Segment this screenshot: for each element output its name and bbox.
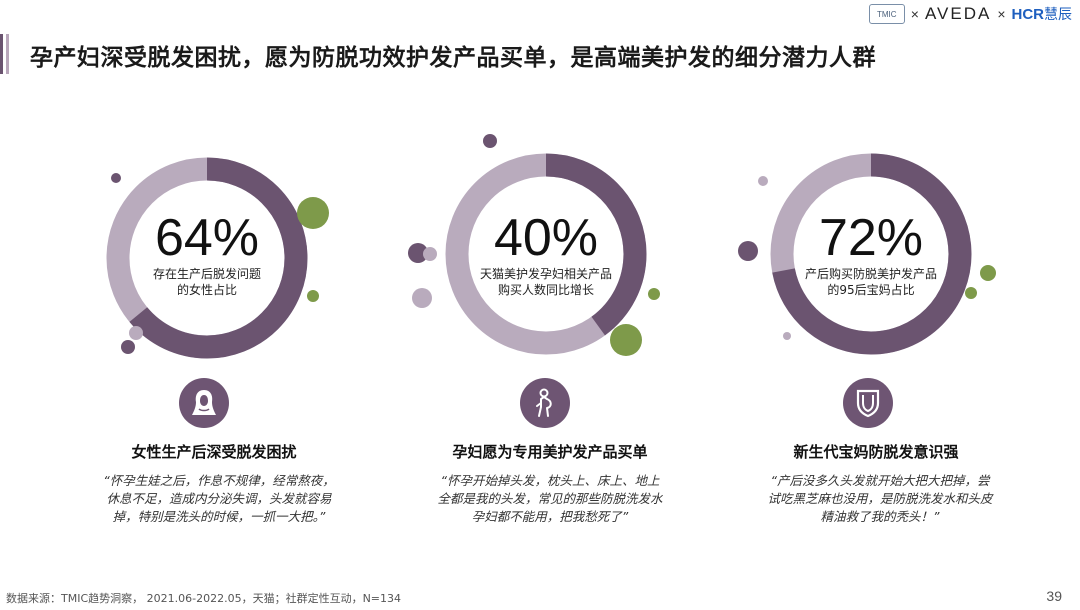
donut-value-arc (445, 153, 647, 355)
quote-line: 掉，特别是洗头的时候，一抓一大把。” (112, 509, 326, 524)
tmic-logo: TMIC (868, 4, 905, 24)
hcr-logo: HCR慧辰 (1012, 4, 1073, 24)
title-accent-bar (0, 34, 10, 74)
decorative-bubble (423, 247, 437, 261)
decorative-bubble (980, 265, 996, 281)
aveda-logo: AVEDA (924, 4, 992, 23)
stat-block-2: 40% 天猫美护发孕妇相关产品 购买人数同比增长 (456, 212, 636, 298)
woman-hair-icon (179, 378, 229, 428)
decorative-bubble (307, 290, 319, 302)
section-heading-3: 新生代宝妈防脱发意识强 (793, 443, 959, 461)
quote-3: “产后没多久头发就开始大把大把掉，尝 试吃黑芝麻也没用，是防脱洗发水和头皮 精油… (735, 472, 1025, 526)
decorative-bubble (121, 340, 135, 354)
quote-line: 全都是我的头发，常见的那些防脱洗发水 (437, 491, 663, 506)
quote-line: “产后没多久头发就开始大把大把掉，尝 (770, 473, 990, 488)
quote-1: “怀孕生娃之后，作息不规律，经常熬夜， 休息不足，造成内分泌失调，头发就容易 掉… (74, 472, 364, 526)
donut-caption-line: 天猫美护发孕妇相关产品 (479, 267, 612, 281)
donut-value-label: 72% (818, 209, 924, 267)
quote-line: 精油救了我的秃头！” (820, 509, 940, 524)
donut-caption: 存在生产后脱发问题 的女性占比 (117, 266, 297, 298)
decorative-bubble (483, 134, 497, 148)
data-source-note: 数据来源：TMIC趋势洞察， 2021.06-2022.05，天猫；社群定性互动… (6, 592, 402, 605)
hcr-logo-text: HCR (1011, 6, 1045, 23)
page-number: 39 (1046, 588, 1062, 604)
decorative-bubble (297, 197, 329, 229)
donut-caption: 天猫美护发孕妇相关产品 购买人数同比增长 (456, 266, 636, 298)
pregnant-woman-icon (520, 378, 570, 428)
donut-caption-line: 的女性占比 (176, 283, 237, 297)
donut-caption: 产后购买防脱美护发产品 的95后宝妈占比 (781, 266, 961, 298)
section-heading-2: 孕妇愿为专用美护发产品买单 (452, 443, 648, 461)
quote-line: 休息不足，造成内分泌失调，头发就容易 (106, 491, 332, 506)
quote-line: “怀孕生娃之后，作息不规律，经常熬夜， (103, 473, 335, 488)
decorative-bubble (783, 332, 791, 340)
logo-separator: × (997, 6, 1006, 22)
donut-caption-line: 产后购买防脱美护发产品 (804, 267, 937, 281)
decorative-bubble (648, 288, 660, 300)
donut-value-arc (770, 153, 972, 355)
quote-line: 孕妇都不能用，把我愁死了” (471, 509, 629, 524)
hcr-logo-zh: 慧辰 (1044, 6, 1072, 22)
donut-value-label: 64% (154, 209, 260, 267)
logo-separator: × (910, 6, 919, 22)
donut-caption-line: 存在生产后脱发问题 (152, 267, 261, 281)
donut-value-arc (106, 157, 308, 359)
decorative-bubble (610, 324, 642, 356)
decorative-bubble (738, 241, 758, 261)
decorative-bubble (129, 326, 143, 340)
stat-block-3: 72% 产后购买防脱美护发产品 的95后宝妈占比 (781, 212, 961, 298)
donut-value-label: 40% (493, 209, 599, 267)
decorative-bubble (408, 243, 428, 263)
donut-caption-line: 购买人数同比增长 (497, 283, 594, 297)
page-title: 孕产妇深受脱发困扰，愿为防脱功效护发产品买单，是高端美护发的细分潜力人群 (30, 45, 876, 71)
quote-line: 试吃黑芝麻也没用，是防脱洗发水和头皮 (767, 491, 993, 506)
donut-caption-line: 的95后宝妈占比 (827, 283, 915, 297)
shield-icon (843, 378, 893, 428)
quote-line: “怀孕开始掉头发，枕头上、床上、地上 (440, 473, 660, 488)
decorative-bubble (758, 176, 768, 186)
stat-block-1: 64% 存在生产后脱发问题 的女性占比 (117, 212, 297, 298)
section-heading-1: 女性生产后深受脱发困扰 (131, 443, 297, 461)
quote-2: “怀孕开始掉头发，枕头上、床上、地上 全都是我的头发，常见的那些防脱洗发水 孕妇… (405, 472, 695, 526)
header-logos: TMIC × AVEDA × HCR慧辰 (868, 4, 1073, 24)
decorative-bubble (111, 173, 121, 183)
decorative-bubble (965, 287, 977, 299)
decorative-bubble (412, 288, 432, 308)
